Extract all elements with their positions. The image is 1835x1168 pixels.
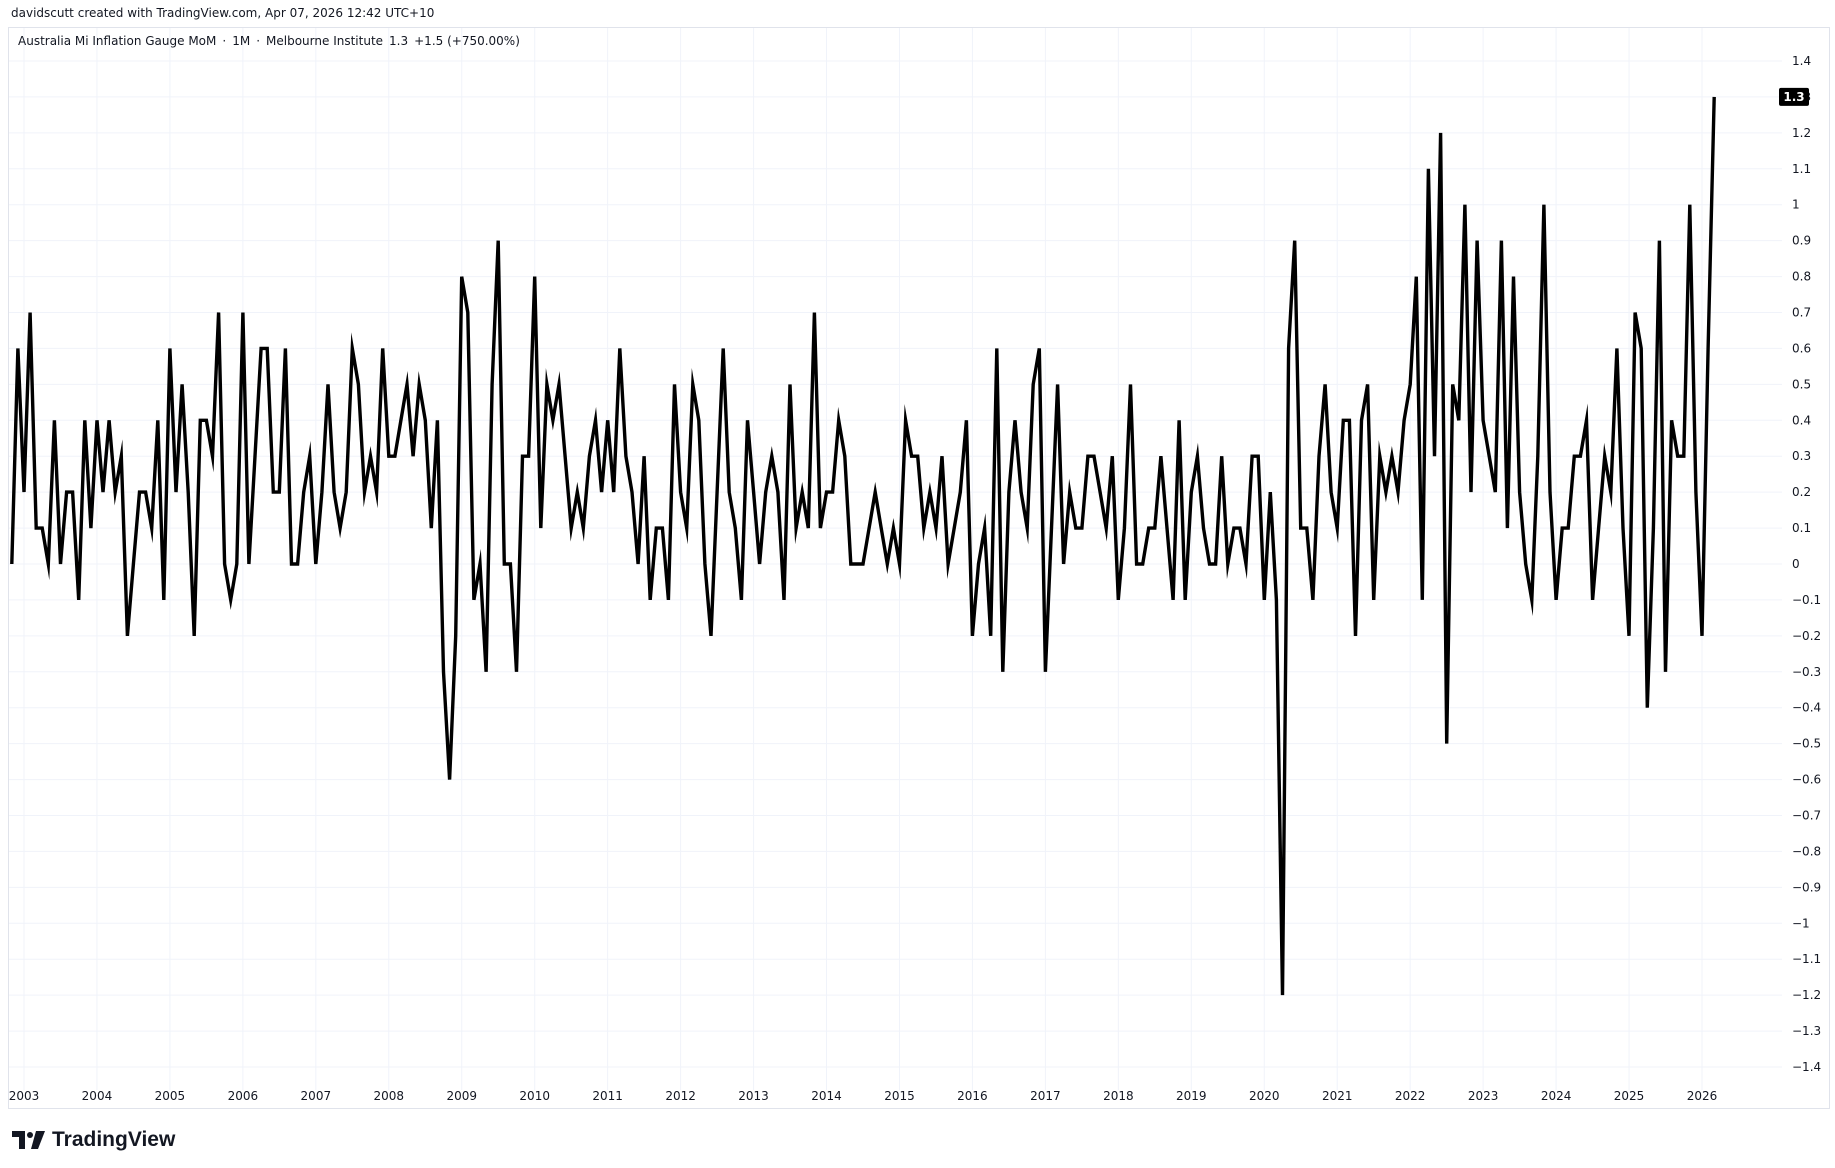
x-tick-label: 2024: [1541, 1089, 1572, 1103]
y-tick-label: 0.7: [1792, 306, 1811, 320]
x-tick-label: 2021: [1322, 1089, 1353, 1103]
x-tick-label: 2016: [957, 1089, 988, 1103]
y-tick-label: 0.8: [1792, 270, 1811, 284]
y-tick-label: −1.2: [1792, 988, 1821, 1002]
last-price-label: 1.3: [1783, 90, 1804, 104]
y-tick-label: −0.8: [1792, 844, 1821, 858]
y-tick-label: −1.4: [1792, 1060, 1821, 1074]
x-tick-label: 2026: [1687, 1089, 1718, 1103]
y-tick-label: 0.1: [1792, 521, 1811, 535]
y-tick-label: 0.6: [1792, 341, 1811, 355]
y-tick-label: 1.1: [1792, 162, 1811, 176]
x-tick-label: 2023: [1468, 1089, 1499, 1103]
y-tick-label: −0.1: [1792, 593, 1821, 607]
x-tick-label: 2018: [1103, 1089, 1134, 1103]
x-tick-label: 2009: [446, 1089, 477, 1103]
y-tick-label: 0.4: [1792, 413, 1811, 427]
x-tick-label: 2013: [738, 1089, 769, 1103]
y-tick-label: −0.5: [1792, 737, 1821, 751]
x-tick-label: 2010: [519, 1089, 550, 1103]
x-tick-label: 2025: [1614, 1089, 1645, 1103]
y-tick-label: −1: [1792, 916, 1810, 930]
y-tick-label: 0: [1792, 557, 1800, 571]
y-tick-label: 0.5: [1792, 377, 1811, 391]
legend-separator: ·: [256, 34, 261, 48]
y-tick-label: −1.3: [1792, 1024, 1821, 1038]
x-tick-label: 2006: [228, 1089, 259, 1103]
x-tick-label: 2008: [374, 1089, 405, 1103]
snapshot-timestamp: Apr 07, 2026 12:42 UTC+10: [265, 6, 435, 20]
x-tick-label: 2015: [884, 1089, 915, 1103]
legend-source: Melbourne Institute: [266, 34, 384, 48]
created-with-text: created with TradingView.com,: [77, 6, 262, 20]
chart-legend[interactable]: Australia Mi Inflation Gauge MoM · 1M · …: [18, 34, 520, 48]
y-tick-label: 0.9: [1792, 234, 1811, 248]
x-tick-label: 2012: [665, 1089, 696, 1103]
legend-interval: 1M: [232, 34, 251, 48]
author-name: davidscutt: [11, 6, 74, 20]
y-tick-label: 0.3: [1792, 449, 1811, 463]
x-tick-label: 2005: [155, 1089, 186, 1103]
y-tick-label: −0.2: [1792, 629, 1821, 643]
tradingview-logo-icon: [12, 1131, 45, 1149]
y-tick-label: −0.3: [1792, 665, 1821, 679]
chart-attribution: davidscutt created with TradingView.com,…: [11, 6, 434, 20]
legend-separator: ·: [222, 34, 227, 48]
x-tick-label: 2003: [9, 1089, 40, 1103]
legend-symbol[interactable]: Australia Mi Inflation Gauge MoM: [18, 34, 217, 48]
chart-frame: [8, 27, 1830, 1109]
y-tick-label: −0.6: [1792, 773, 1821, 787]
legend-change: +1.5 (+750.00%): [414, 34, 520, 48]
series-line: [10, 96, 1716, 996]
y-tick-label: 1.4: [1792, 54, 1811, 68]
y-tick-label: −0.9: [1792, 880, 1821, 894]
x-tick-label: 2019: [1176, 1089, 1207, 1103]
x-tick-label: 2011: [592, 1089, 623, 1103]
last-price-label-bg: [1779, 87, 1809, 106]
y-tick-label: −0.7: [1792, 809, 1821, 823]
y-tick-label: −0.4: [1792, 701, 1821, 715]
x-tick-label: 2007: [301, 1089, 332, 1103]
y-tick-label: 0.2: [1792, 485, 1811, 499]
brand-name: TradingView: [52, 1128, 176, 1151]
x-tick-label: 2004: [82, 1089, 113, 1103]
y-tick-label: −1.1: [1792, 952, 1821, 966]
x-tick-label: 2022: [1395, 1089, 1426, 1103]
x-tick-label: 2014: [811, 1089, 842, 1103]
x-tick-label: 2017: [1030, 1089, 1061, 1103]
x-tick-label: 2020: [1249, 1089, 1280, 1103]
legend-last-value: 1.3: [389, 34, 409, 48]
y-tick-label: 1: [1792, 198, 1800, 212]
y-tick-label: 1.2: [1792, 126, 1811, 140]
tradingview-brand[interactable]: TradingView: [12, 1128, 175, 1152]
